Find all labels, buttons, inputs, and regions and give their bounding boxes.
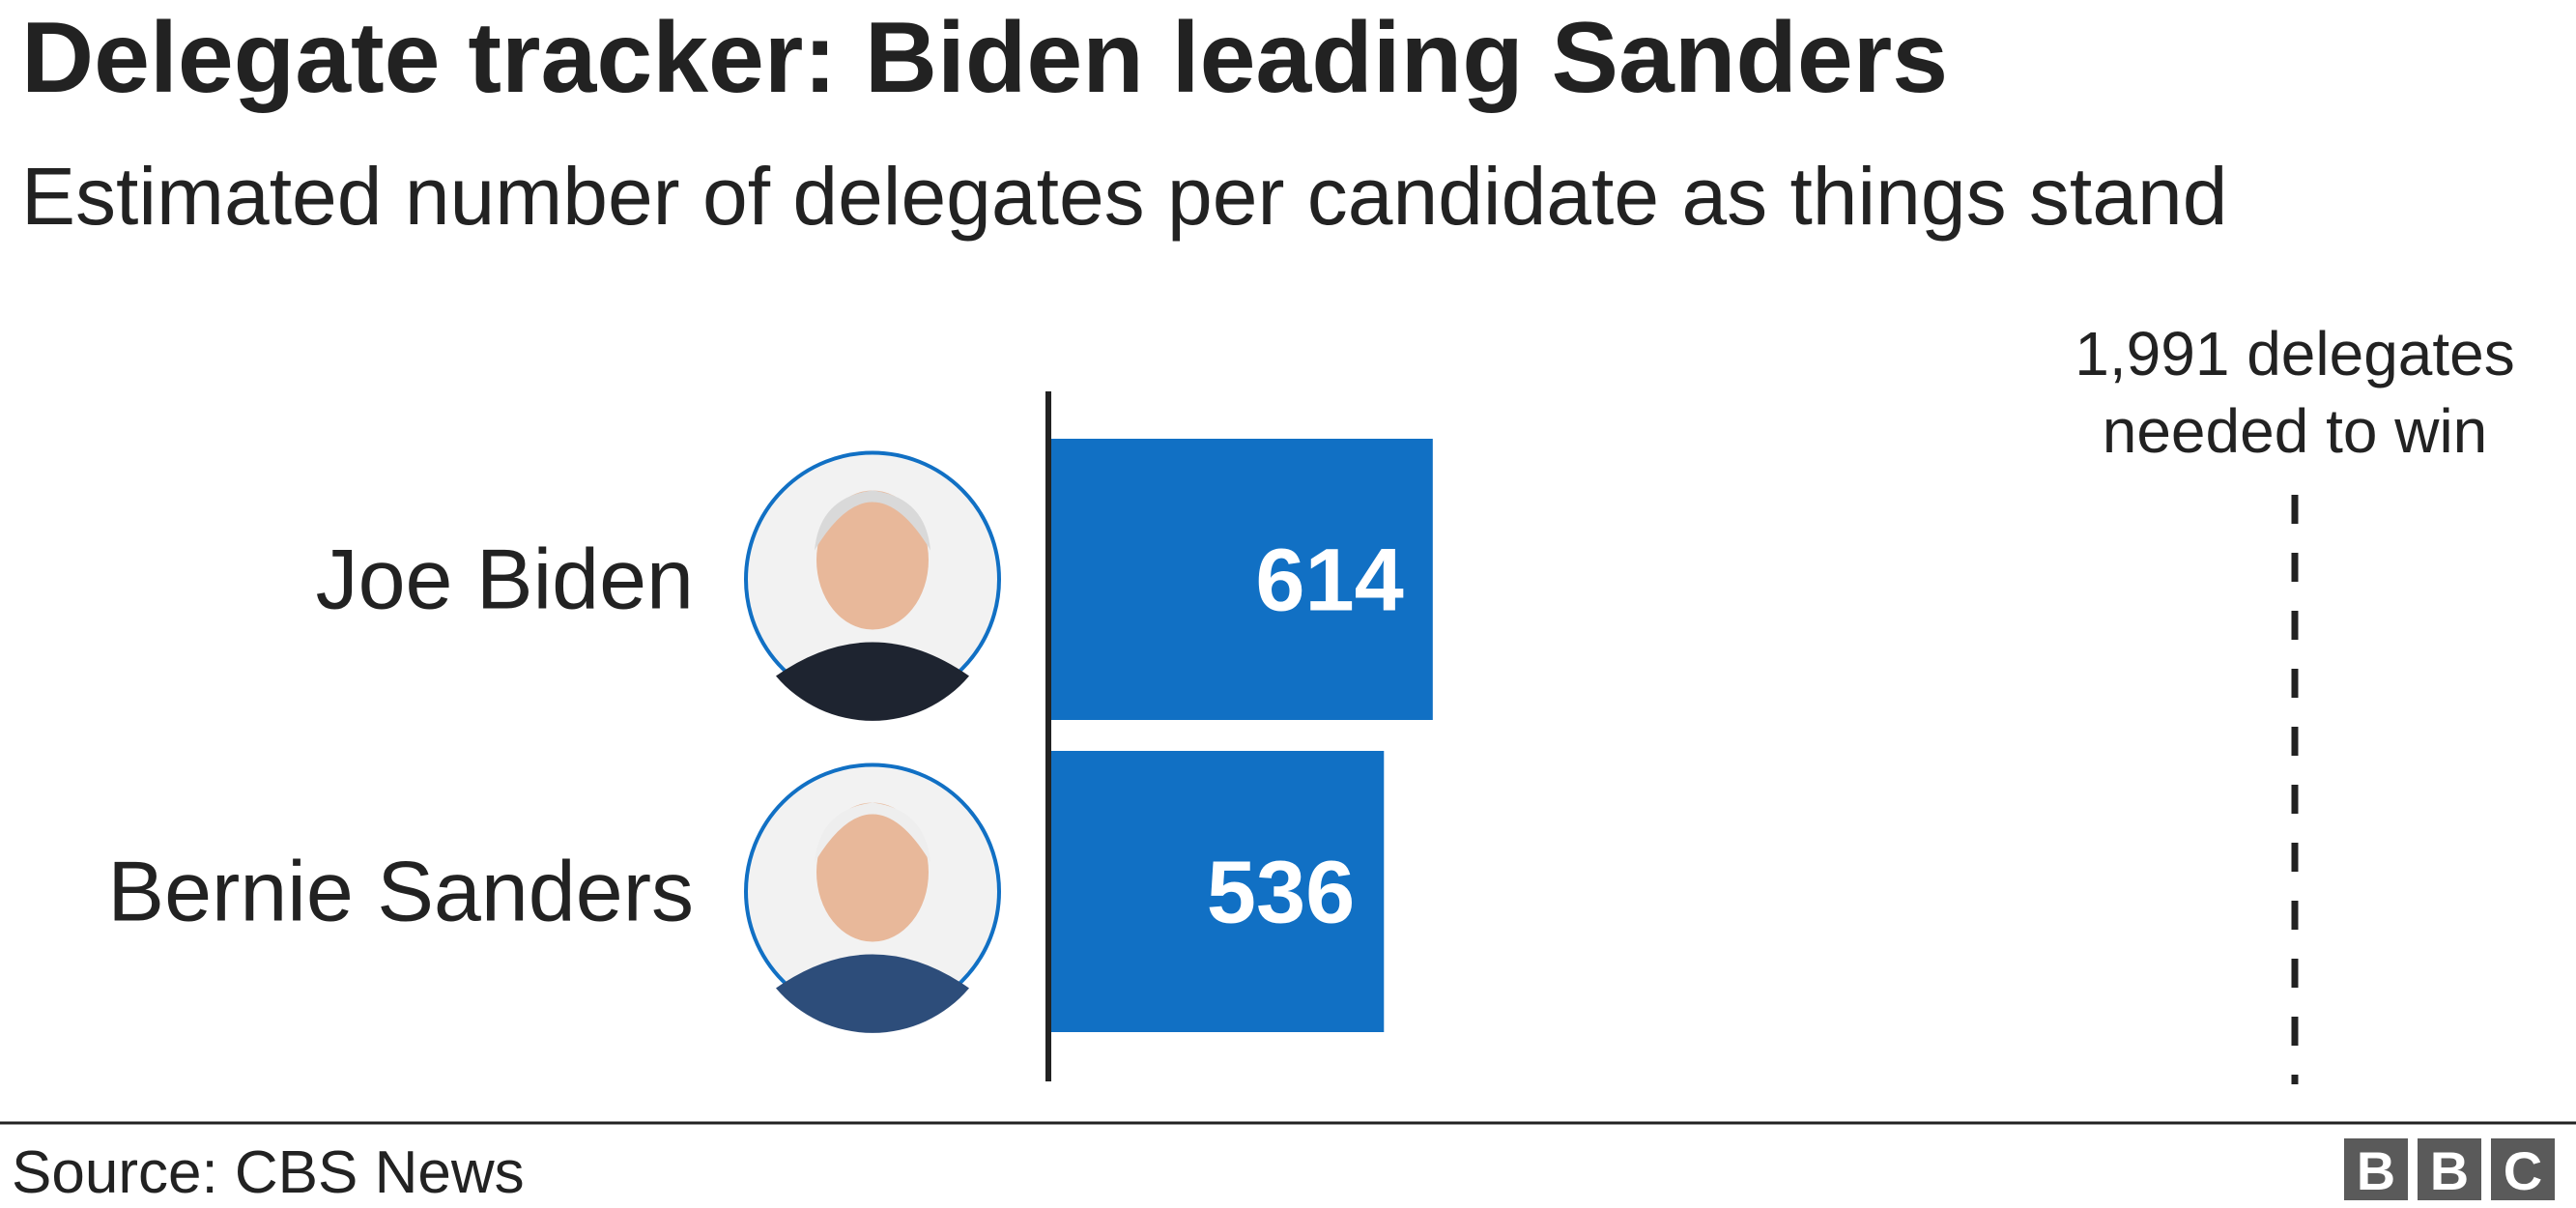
- category-label: Bernie Sanders: [107, 844, 694, 939]
- photo-face: [816, 490, 929, 630]
- source: Source: CBS News: [12, 1139, 525, 1206]
- value-label: 536: [1207, 844, 1356, 942]
- threshold-annotation: needed to win: [2103, 396, 2488, 466]
- chart-title: Delegate tracker: Biden leading Sanders: [21, 2, 1948, 114]
- value-label: 614: [1255, 532, 1404, 630]
- category-label: Joe Biden: [316, 532, 694, 627]
- logo-block: [2418, 1138, 2481, 1200]
- threshold-annotation: 1,991 delegates: [2075, 319, 2515, 388]
- logo-block: [2344, 1138, 2408, 1200]
- bar: [1048, 751, 1385, 1032]
- chart-subtitle: Estimated number of delegates per candid…: [21, 151, 2227, 242]
- bar: [1048, 439, 1433, 720]
- photo-body: [776, 954, 969, 1033]
- logo-letter: B: [2357, 1140, 2395, 1201]
- photo-hair: [815, 802, 930, 863]
- photo-hair: [815, 490, 930, 551]
- logo-letter: B: [2430, 1140, 2469, 1201]
- photo-face: [816, 802, 929, 942]
- photo-body: [776, 642, 969, 721]
- logo-block: [2491, 1138, 2555, 1200]
- logo-letter: C: [2504, 1140, 2542, 1201]
